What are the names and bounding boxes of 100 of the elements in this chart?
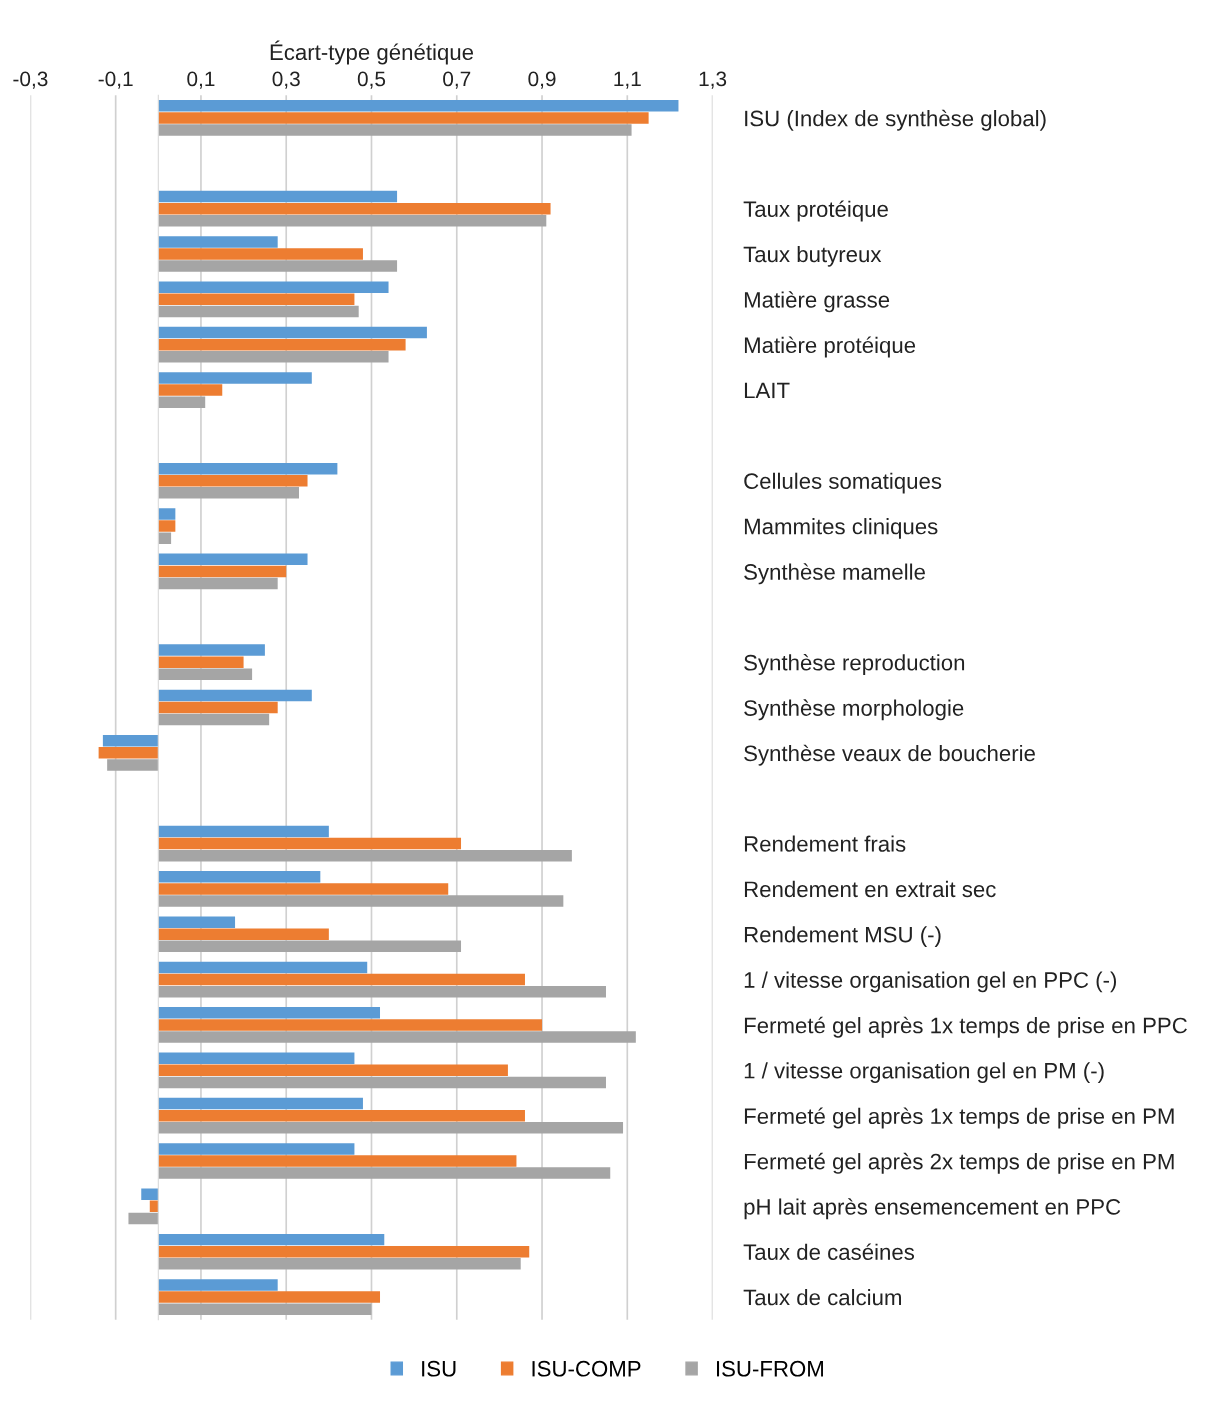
bar: [158, 973, 525, 986]
bar: [158, 190, 398, 203]
y-tick-label: Taux butyreux: [743, 245, 882, 267]
bar: [158, 689, 312, 702]
bar: [158, 871, 321, 883]
bar: [158, 1052, 355, 1064]
x-tick-label: 0,5: [357, 71, 386, 89]
y-tick-label: Taux de calcium: [743, 1289, 901, 1306]
y-tick-label: Synthèse mamelle: [744, 563, 925, 585]
bar: [158, 1122, 624, 1134]
bar: [158, 1155, 517, 1167]
bar: [158, 260, 398, 272]
x-tick-label: -0,1: [98, 71, 133, 89]
x-tick-label: -0,3: [13, 71, 48, 89]
bar: [158, 462, 338, 475]
bar: [158, 326, 427, 339]
y-tick-label: Fermeté gel après 2x temps de prise en PM: [744, 1152, 1174, 1174]
bar: [158, 1303, 372, 1315]
bar: [158, 895, 564, 907]
y-tick-label: Taux de caséines: [743, 1243, 915, 1260]
bar: [158, 293, 355, 306]
bar: [158, 940, 462, 953]
y-tick-label: Matière protéique: [744, 336, 916, 358]
bar: [158, 1097, 363, 1110]
bar: [158, 837, 462, 850]
bar: [158, 1019, 543, 1031]
legend-label: ISU-COMP: [532, 1360, 641, 1377]
x-tick-label: 1,3: [699, 71, 727, 89]
bar: [158, 577, 278, 590]
bar: [158, 248, 363, 260]
y-tick-label: Rendement MSU (-): [744, 926, 941, 947]
legend-label: ISU: [422, 1360, 456, 1377]
legend-label: ISU-FROM: [716, 1360, 823, 1377]
bar: [128, 1212, 159, 1225]
bar: [158, 100, 679, 112]
bar: [158, 1076, 606, 1089]
x-tick-label: 0,7: [443, 71, 471, 89]
y-tick-label: pH lait après ensemencement en PPC: [744, 1198, 1121, 1220]
x-tick-label: 0,9: [528, 71, 556, 89]
bar: [158, 1167, 611, 1179]
bar: [158, 112, 649, 124]
bar: [158, 396, 206, 408]
bar: [158, 713, 270, 726]
bar: [158, 384, 223, 396]
bar: [158, 508, 176, 520]
x-tick-label: 1,1: [614, 71, 641, 89]
y-tick-label: Fermeté gel après 1x temps de prise en PM: [744, 1107, 1174, 1129]
y-tick-label: Cellules somatiques: [744, 472, 942, 494]
bar: [158, 532, 172, 544]
bar: [158, 916, 236, 928]
bar: [158, 668, 253, 680]
bar: [158, 1031, 636, 1043]
bar: [102, 735, 159, 747]
bar: [158, 701, 278, 714]
y-tick-label: LAIT: [744, 382, 790, 399]
bar: [158, 351, 389, 363]
bar: [158, 1291, 381, 1303]
bar: [158, 928, 329, 940]
bar: [158, 214, 547, 227]
bar: [158, 825, 329, 838]
bar: [158, 1245, 530, 1258]
y-tick-label: ISU (Index de synthèse global): [745, 109, 1046, 131]
bar: [98, 747, 159, 759]
bar: [158, 1279, 278, 1291]
y-tick-label: Synthèse reproduction: [744, 653, 965, 675]
y-tick-label: Mammites cliniques: [744, 518, 938, 539]
y-tick-label: Rendement en extrait sec: [744, 880, 996, 898]
x-tick-label: 0,3: [272, 71, 300, 89]
bar: [158, 1233, 385, 1246]
bar: [158, 656, 244, 668]
bar: [158, 1258, 521, 1270]
bar: [158, 883, 449, 895]
x-axis-title: Écart-type génétique: [270, 40, 474, 65]
bar: [158, 202, 551, 215]
bar: [158, 338, 406, 351]
bar: [158, 1064, 508, 1077]
bar: [158, 236, 278, 248]
bar: [158, 372, 312, 384]
y-tick-label: Taux protéique: [743, 200, 888, 222]
y-tick-label: Synthèse veaux de boucherie: [744, 744, 1035, 766]
bar: [158, 644, 265, 656]
bar: [158, 985, 606, 998]
bar: [158, 565, 287, 578]
y-tick-label: 1 / vitesse organisation gel en PPC (-): [744, 971, 1116, 993]
bar: [158, 520, 176, 532]
bar: [149, 1200, 159, 1213]
bar: [158, 305, 359, 318]
x-tick-label: 0,1: [187, 71, 215, 89]
bar: [158, 1143, 355, 1155]
bar: [158, 553, 308, 566]
y-tick-label: Rendement frais: [744, 835, 906, 852]
y-tick-label: Fermeté gel après 1x temps de prise en PPC: [744, 1016, 1187, 1038]
bar: [158, 124, 632, 136]
bar: [158, 281, 389, 293]
bar: [158, 475, 308, 487]
y-tick-label: 1 / vitesse organisation gel en PM (-): [744, 1062, 1104, 1083]
y-tick-label: Matière grasse: [744, 291, 890, 313]
bar: [158, 1007, 381, 1019]
bar: [107, 759, 159, 771]
bar: [141, 1188, 159, 1201]
